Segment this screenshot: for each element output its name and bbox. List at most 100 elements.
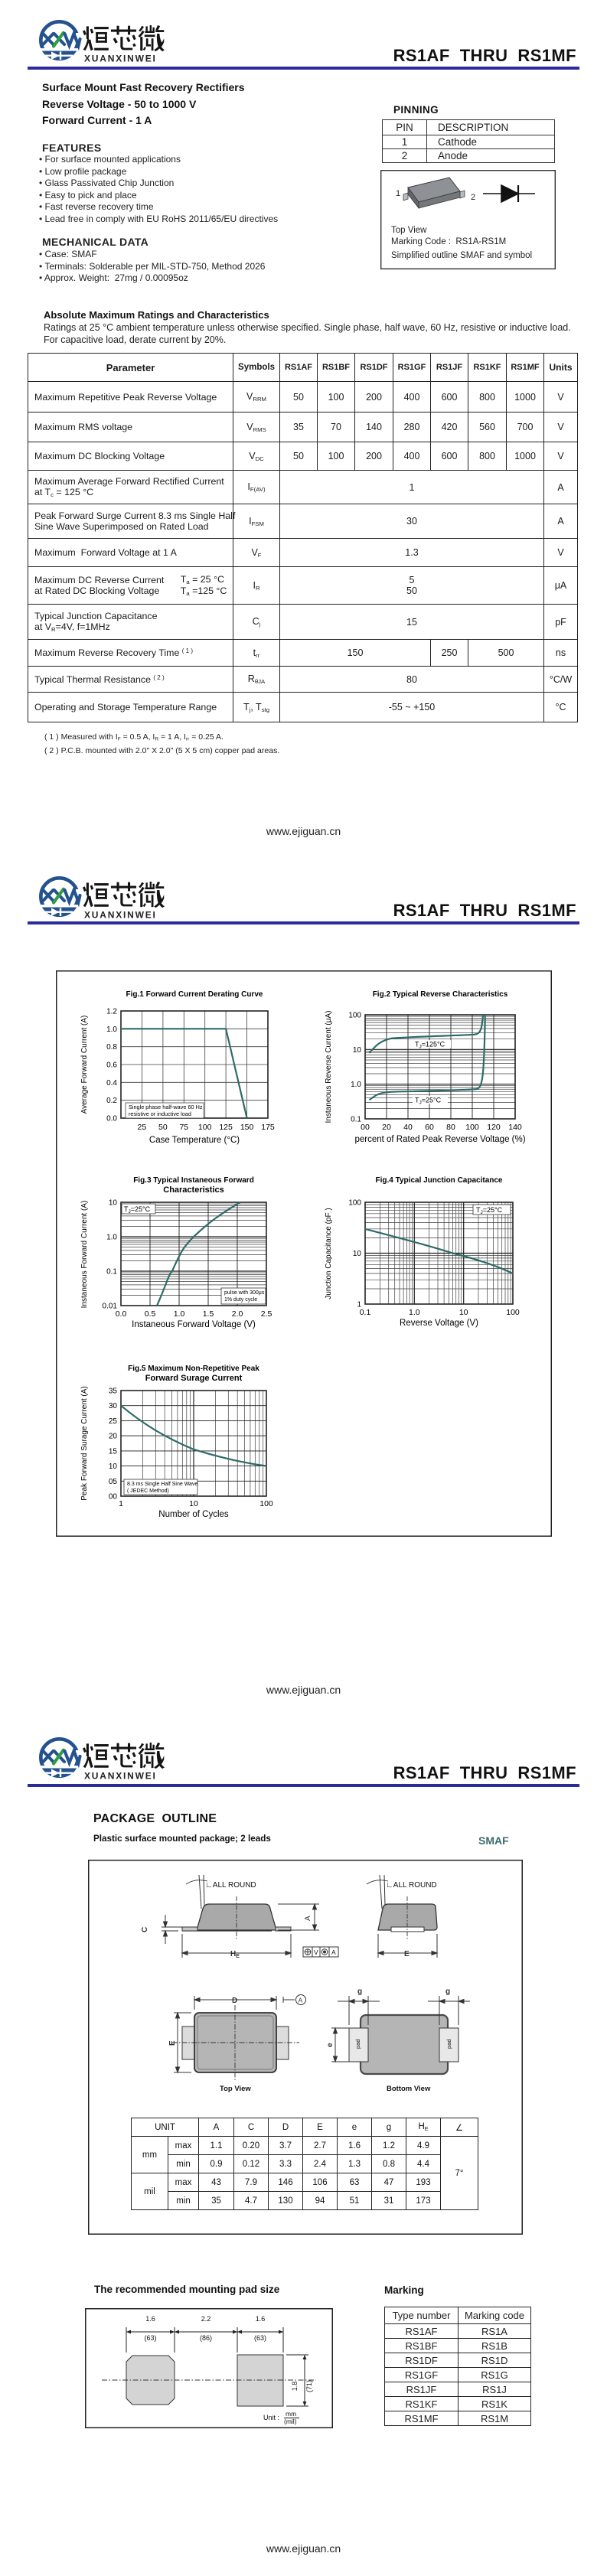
svg-text:mm: mm — [286, 2410, 296, 2418]
svg-text:TJ=25°C: TJ=25°C — [476, 1206, 503, 1215]
svg-text:75: 75 — [179, 1123, 188, 1132]
svg-text:0.5: 0.5 — [145, 1309, 156, 1319]
svg-text:Number of Cycles: Number of Cycles — [158, 1510, 229, 1519]
svg-text:g: g — [357, 1987, 362, 1996]
svg-text:120: 120 — [487, 1123, 501, 1132]
svg-text:Fig.2 Typical Reverse Charact: Fig.2 Typical Reverse Characteristics — [373, 990, 508, 999]
svg-text:1.0: 1.0 — [409, 1308, 420, 1317]
svg-text:Reverse Voltage (V): Reverse Voltage (V) — [400, 1319, 478, 1328]
svg-text:Fig.3 Typical Instaneous Forw: Fig.3 Typical Instaneous Forward — [133, 1176, 254, 1185]
svg-text:Instaneous Reverse Current (μA: Instaneous Reverse Current (μA) — [325, 1011, 333, 1123]
svg-text:60: 60 — [425, 1123, 434, 1132]
svg-text:TJ=25°C: TJ=25°C — [415, 1096, 442, 1105]
svg-text:175: 175 — [261, 1123, 275, 1132]
svg-text:10: 10 — [353, 1250, 362, 1258]
svg-text:Junction Capacitance (pF ): Junction Capacitance (pF ) — [325, 1208, 333, 1299]
svg-text:TJ=25°C: TJ=25°C — [124, 1205, 151, 1215]
svg-text:Marking Code : RS1A-RS1M: Marking Code : RS1A-RS1M — [391, 237, 506, 246]
svg-text:(mil): (mil) — [284, 2418, 297, 2425]
svg-text:XUANXINWEI: XUANXINWEI — [84, 54, 157, 64]
svg-text:e: e — [326, 2043, 335, 2047]
svg-text:1: 1 — [119, 1499, 123, 1508]
svg-text:00: 00 — [109, 1493, 118, 1502]
svg-text:1.0: 1.0 — [106, 1234, 117, 1242]
svg-text:1.2: 1.2 — [106, 1008, 117, 1016]
svg-text:140: 140 — [508, 1123, 522, 1132]
svg-text:Instaneous Forward Voltage (V): Instaneous Forward Voltage (V) — [132, 1320, 256, 1329]
svg-text:∟ALL ROUND: ∟ALL ROUND — [205, 1881, 256, 1890]
svg-text:1.6: 1.6 — [145, 2315, 155, 2323]
svg-text:40: 40 — [403, 1123, 413, 1132]
svg-text:Bottom View: Bottom View — [387, 2085, 431, 2093]
svg-text:1.8: 1.8 — [291, 2382, 299, 2392]
svg-text:resistive or inductive load: resistive or inductive load — [129, 1110, 191, 1117]
svg-text:2.2: 2.2 — [201, 2315, 211, 2323]
svg-text:pad: pad — [445, 2039, 452, 2049]
svg-text:2: 2 — [471, 193, 475, 202]
svg-text:05: 05 — [109, 1478, 118, 1486]
svg-text:Case Temperature (°C): Case Temperature (°C) — [149, 1136, 240, 1145]
svg-text:10: 10 — [353, 1046, 362, 1055]
svg-text:g: g — [445, 1987, 450, 1996]
svg-text:(63): (63) — [144, 2334, 156, 2342]
svg-text:1.6: 1.6 — [256, 2315, 266, 2323]
svg-text:80: 80 — [446, 1123, 455, 1132]
svg-text:20: 20 — [382, 1123, 391, 1132]
svg-text:pulse with 300μs: pulse with 300μs — [224, 1290, 265, 1296]
svg-text:100: 100 — [348, 1012, 361, 1020]
svg-text:100: 100 — [506, 1308, 520, 1317]
svg-text:Single phase half-wave 60 Hz: Single phase half-wave 60 Hz — [129, 1104, 203, 1110]
svg-text:Instaneous Forward Current (A): Instaneous Forward Current (A) — [80, 1201, 89, 1309]
svg-text:(63): (63) — [254, 2334, 266, 2342]
svg-text:0.2: 0.2 — [106, 1097, 117, 1105]
svg-text:1% duty cycle: 1% duty cycle — [224, 1297, 257, 1303]
svg-text:XUANXINWEI: XUANXINWEI — [84, 1771, 157, 1782]
svg-text:HE: HE — [230, 1950, 240, 1959]
svg-text:2.0: 2.0 — [232, 1309, 243, 1319]
svg-text:0.0: 0.0 — [116, 1309, 127, 1319]
svg-text:XUANXINWEI: XUANXINWEI — [84, 910, 157, 921]
svg-text:TJ=125°C: TJ=125°C — [415, 1041, 445, 1050]
svg-text:Average Forward Current (A): Average Forward Current (A) — [80, 1016, 89, 1114]
svg-text:C: C — [141, 1927, 149, 1932]
svg-text:100: 100 — [259, 1499, 273, 1508]
svg-text:0.1: 0.1 — [351, 1116, 361, 1124]
svg-text:A: A — [299, 1997, 303, 2004]
svg-text:E: E — [168, 2040, 177, 2046]
svg-text:25: 25 — [138, 1123, 147, 1132]
svg-text:150: 150 — [240, 1123, 254, 1132]
svg-text:1.5: 1.5 — [203, 1309, 214, 1319]
svg-text:1.0: 1.0 — [174, 1309, 185, 1319]
svg-text:0.0: 0.0 — [106, 1115, 117, 1123]
svg-text:(86): (86) — [200, 2334, 212, 2342]
svg-text:0.01: 0.01 — [103, 1303, 118, 1311]
svg-text:Peak Forward Surage Current (A: Peak Forward Surage Current (A) — [80, 1386, 89, 1501]
svg-text:1.0: 1.0 — [351, 1081, 361, 1089]
svg-text:1.0: 1.0 — [106, 1026, 117, 1034]
svg-text:A: A — [304, 1916, 312, 1921]
svg-text:15: 15 — [109, 1447, 118, 1456]
svg-text:percent of Rated Peak Reverse: percent of Rated Peak Reverse Voltage (%… — [354, 1135, 525, 1144]
svg-text:25: 25 — [109, 1417, 118, 1426]
svg-text:Top View: Top View — [220, 2085, 251, 2093]
svg-text:Forward Surage Current: Forward Surage Current — [145, 1374, 243, 1383]
svg-text:Characteristics: Characteristics — [163, 1185, 224, 1195]
svg-text:8.3 ms Single Half Sine Wave: 8.3 ms Single Half Sine Wave — [127, 1482, 197, 1487]
svg-text:Simplified outline SMAF and sy: Simplified outline SMAF and symbol — [391, 251, 532, 260]
svg-text:00: 00 — [361, 1123, 370, 1132]
svg-text:Unit :: Unit : — [263, 2414, 279, 2421]
svg-text:1: 1 — [396, 189, 400, 198]
svg-text:Fig.5 Maximum Non-Repetitive: Fig.5 Maximum Non-Repetitive Peak — [128, 1365, 259, 1373]
svg-text:0.4: 0.4 — [106, 1079, 117, 1087]
svg-text:( JEDEC Method): ( JEDEC Method) — [127, 1489, 169, 1494]
svg-text:35: 35 — [109, 1387, 118, 1396]
svg-text:0.1: 0.1 — [360, 1308, 371, 1317]
svg-text:∟ALL ROUND: ∟ALL ROUND — [386, 1881, 437, 1890]
svg-text:pad: pad — [354, 2039, 361, 2049]
svg-text:E: E — [404, 1950, 410, 1958]
svg-text:50: 50 — [158, 1123, 168, 1132]
svg-text:0.6: 0.6 — [106, 1061, 117, 1070]
svg-text:A: A — [331, 1948, 336, 1956]
svg-text:Fig.4 Typical Junction Capaci: Fig.4 Typical Junction Capacitance — [376, 1176, 503, 1185]
svg-text:125: 125 — [219, 1123, 233, 1132]
